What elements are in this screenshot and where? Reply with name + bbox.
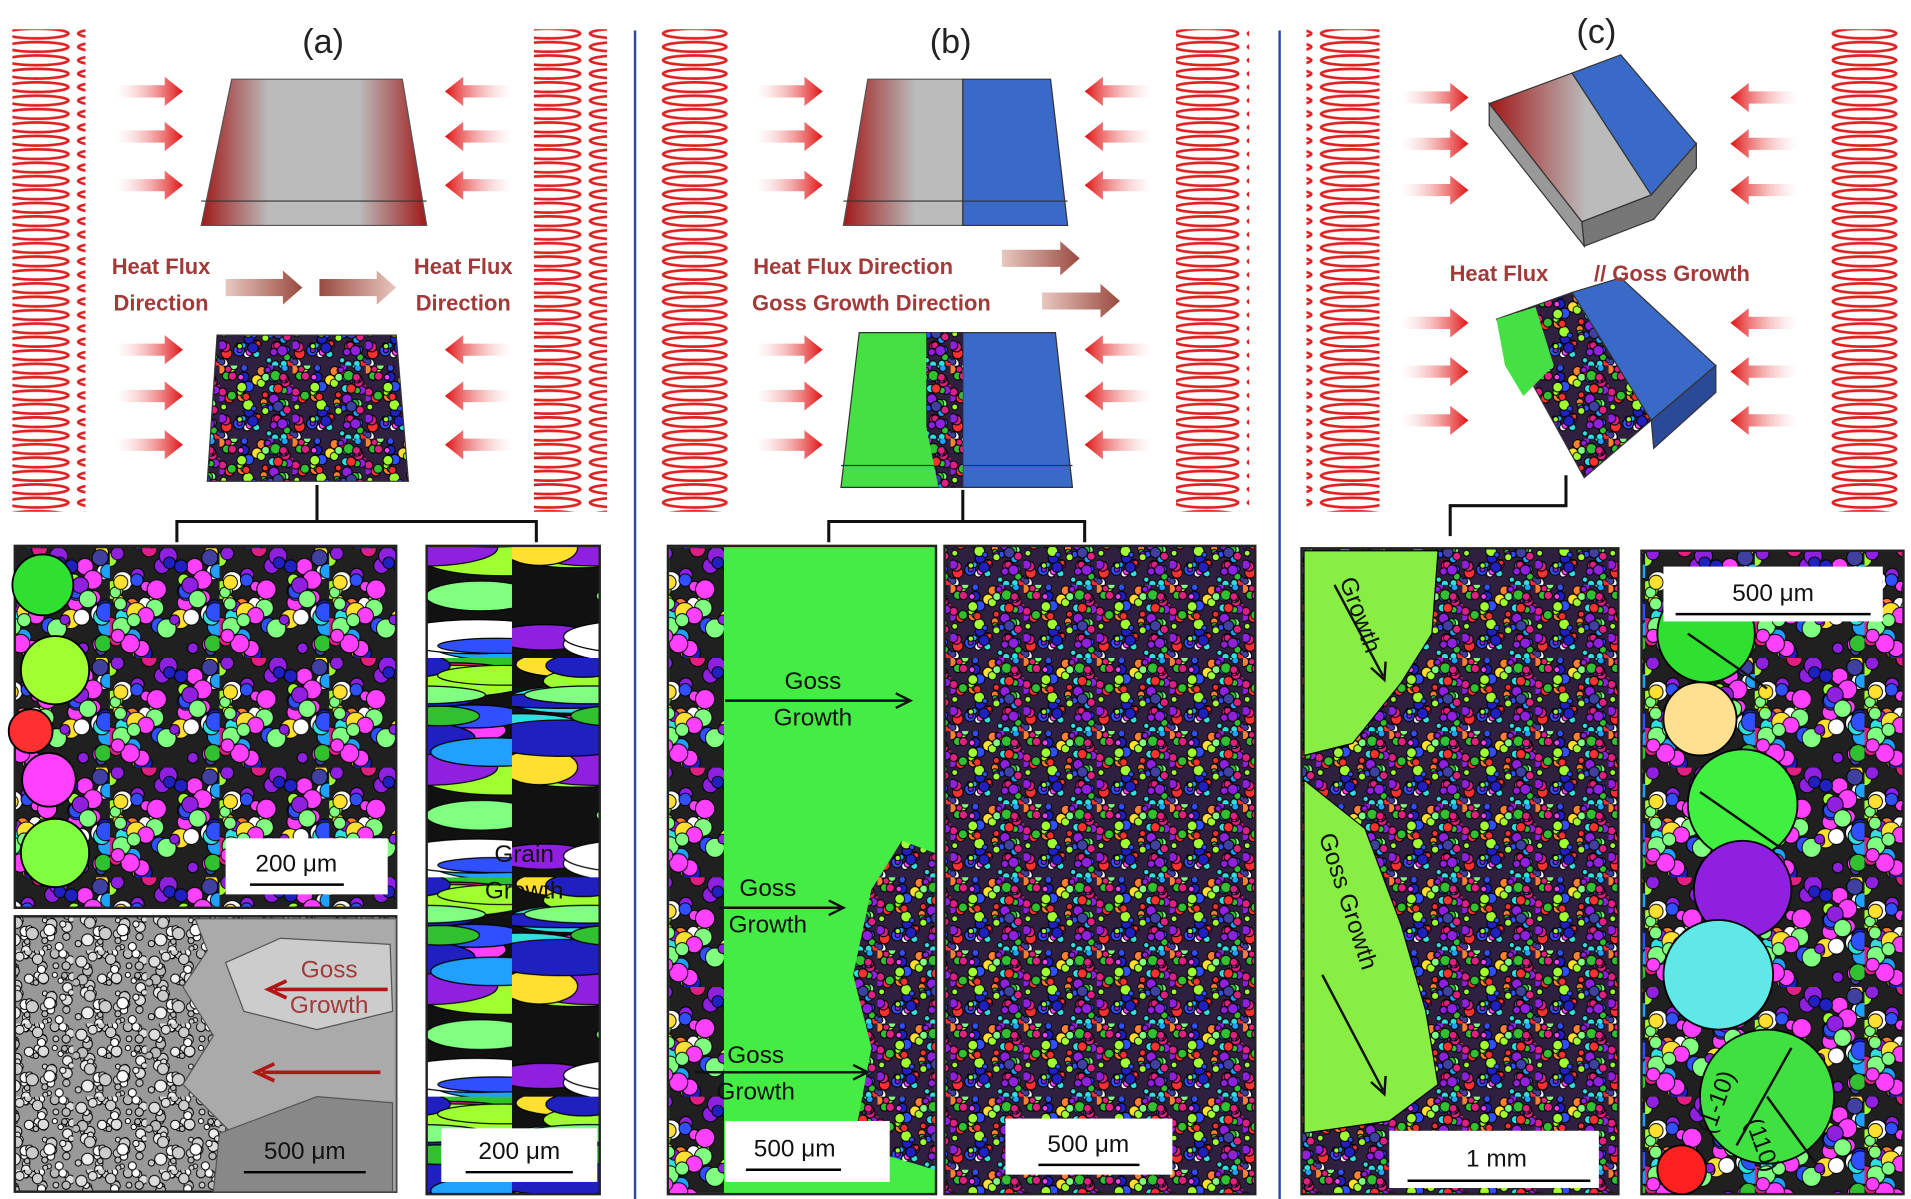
micrograph <box>427 546 600 1194</box>
heat-arrow <box>1085 335 1152 364</box>
annotation: Growth <box>485 877 564 904</box>
heat-arrow <box>116 381 183 410</box>
heat-arrow <box>1085 430 1152 459</box>
figure: (a) (b) (c) Heat Flux Direction Heat Flu… <box>0 0 1911 1199</box>
schematic-label: Heat Flux Direction <box>753 254 953 279</box>
heat-arrow <box>445 430 512 459</box>
heat-arrow <box>445 77 512 106</box>
annotation: Goss <box>739 875 796 902</box>
scale-bar-label: 200 μm <box>255 851 337 878</box>
heat-arrow <box>445 171 512 200</box>
schematic-label: Direction <box>416 290 511 315</box>
scale-bar-label: 1 mm <box>1466 1145 1527 1172</box>
heat-arrow <box>756 381 823 410</box>
heat-arrow <box>1730 83 1797 112</box>
direction-arrow <box>1002 241 1080 275</box>
page: {"panels": [ {"label": "(a)", "schematic… <box>0 0 1911 1199</box>
large-grain <box>12 554 73 615</box>
scale-bar-label: 500 μm <box>1732 580 1814 607</box>
sample-block-blue <box>963 333 1073 488</box>
heat-arrow <box>1085 171 1152 200</box>
panel-label: (b) <box>930 23 972 61</box>
schematic-label: Heat Flux <box>414 254 513 279</box>
scale-bar-label: 200 μm <box>478 1138 560 1165</box>
heat-arrow <box>116 430 183 459</box>
bracket <box>1450 475 1566 536</box>
large-grain <box>1657 1145 1706 1194</box>
micrograph <box>945 546 1256 1194</box>
scale-bar-label: 500 μm <box>264 1138 346 1165</box>
heater-coil <box>534 29 607 512</box>
large-grain <box>9 709 53 753</box>
heat-arrow <box>1085 122 1152 151</box>
heat-arrow <box>1730 308 1797 337</box>
schematic-label: Heat Flux <box>1450 261 1549 286</box>
scale-bar-label: 500 μm <box>1047 1131 1129 1158</box>
direction-arrow <box>226 271 303 305</box>
schematic-label: // Goss Growth <box>1594 261 1750 286</box>
sample-block-grains <box>207 335 408 481</box>
bracket <box>177 485 536 542</box>
heater-coil <box>658 29 731 512</box>
schematic-label: Heat Flux <box>112 254 211 279</box>
heat-arrow <box>1085 381 1152 410</box>
heater-coil <box>1176 29 1249 512</box>
heat-arrow <box>1730 357 1797 386</box>
schematic-label: Direction <box>114 290 209 315</box>
heat-arrow <box>116 335 183 364</box>
heat-arrow <box>1401 83 1468 112</box>
heat-arrow <box>1730 175 1797 204</box>
panel-label: (c) <box>1577 13 1617 51</box>
heat-arrow <box>756 335 823 364</box>
heat-arrow <box>445 335 512 364</box>
sample-block <box>843 79 962 225</box>
annotation: Growth <box>729 911 808 938</box>
heat-arrow <box>1401 406 1468 435</box>
heat-arrow <box>1730 406 1797 435</box>
sample-block <box>201 79 426 225</box>
heat-arrow <box>116 77 183 106</box>
heat-arrow <box>1085 77 1152 106</box>
heat-arrow <box>756 122 823 151</box>
annotation: Goss <box>301 957 358 984</box>
heater-coil <box>1306 29 1379 512</box>
direction-arrow <box>319 271 396 305</box>
large-grain <box>21 636 89 704</box>
bracket <box>829 490 1085 542</box>
annotation: Growth <box>774 704 853 731</box>
heat-arrow <box>1401 129 1468 158</box>
heater-coil <box>12 29 85 512</box>
annotation: Grain <box>494 841 554 868</box>
schematic-label: Goss Growth Direction <box>752 290 991 315</box>
heat-arrow <box>445 122 512 151</box>
sample-block-blue <box>963 79 1068 225</box>
heat-arrow <box>1401 308 1468 337</box>
annotation: Growth <box>716 1078 795 1105</box>
large-grain <box>1663 920 1773 1030</box>
heat-arrow <box>1401 175 1468 204</box>
heat-arrow <box>116 122 183 151</box>
heat-arrow <box>756 171 823 200</box>
large-grain <box>22 753 76 807</box>
annotation: Growth <box>290 992 369 1019</box>
annotation: Goss <box>727 1042 784 1069</box>
heat-arrow <box>445 381 512 410</box>
heat-arrow <box>1401 357 1468 386</box>
heat-arrow <box>116 171 183 200</box>
heat-arrow <box>756 77 823 106</box>
direction-arrow <box>1042 284 1120 318</box>
heat-arrow <box>1730 129 1797 158</box>
panel-label: (a) <box>302 23 344 61</box>
heat-arrow <box>756 430 823 459</box>
annotation: Goss <box>785 668 842 695</box>
large-grain <box>1663 682 1736 755</box>
scale-bar-label: 500 μm <box>754 1136 836 1163</box>
heater-coil <box>1826 29 1899 512</box>
large-grain <box>21 819 89 887</box>
